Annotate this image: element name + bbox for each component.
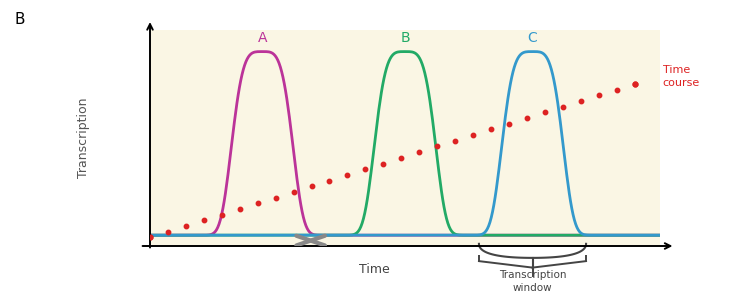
Text: B: B xyxy=(15,12,26,27)
Text: A: A xyxy=(257,31,267,45)
Text: B: B xyxy=(400,31,410,45)
Text: Transcription: Transcription xyxy=(77,98,90,178)
Text: Time
course: Time course xyxy=(662,65,700,88)
Text: Time: Time xyxy=(359,263,390,276)
Text: C: C xyxy=(528,31,538,45)
Text: Transcription
window: Transcription window xyxy=(499,270,566,293)
